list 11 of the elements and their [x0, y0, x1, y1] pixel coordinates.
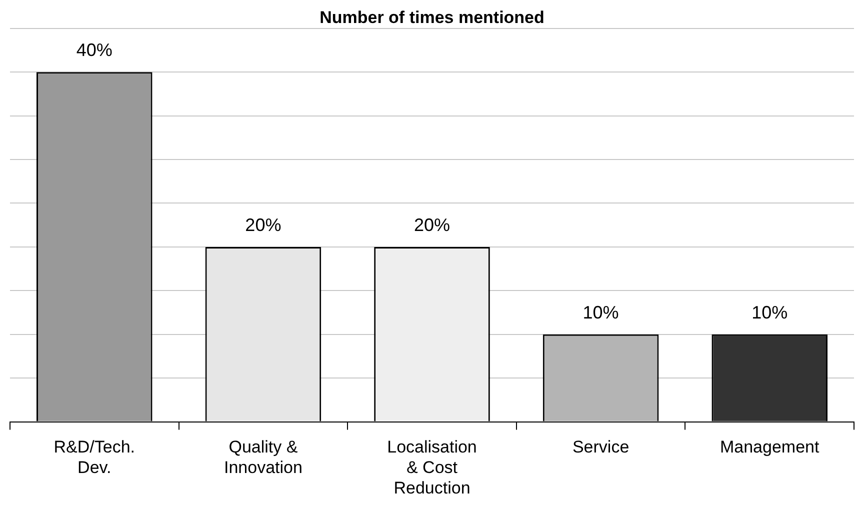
data-label: 40%: [76, 40, 112, 60]
x-tick-label: Localisation & Cost Reduction: [387, 438, 477, 498]
chart-title: Number of times mentioned: [320, 8, 544, 27]
data-label: 20%: [414, 214, 450, 235]
data-label: 10%: [582, 302, 619, 322]
x-tick-label: R&D/Tech. Dev.: [54, 438, 136, 478]
x-tick-label: Quality & Innovation: [224, 438, 302, 478]
data-label: 20%: [245, 214, 282, 235]
data-label: 10%: [752, 302, 788, 322]
x-tick-label: Management: [720, 438, 820, 457]
x-tick-label: Service: [572, 438, 630, 457]
